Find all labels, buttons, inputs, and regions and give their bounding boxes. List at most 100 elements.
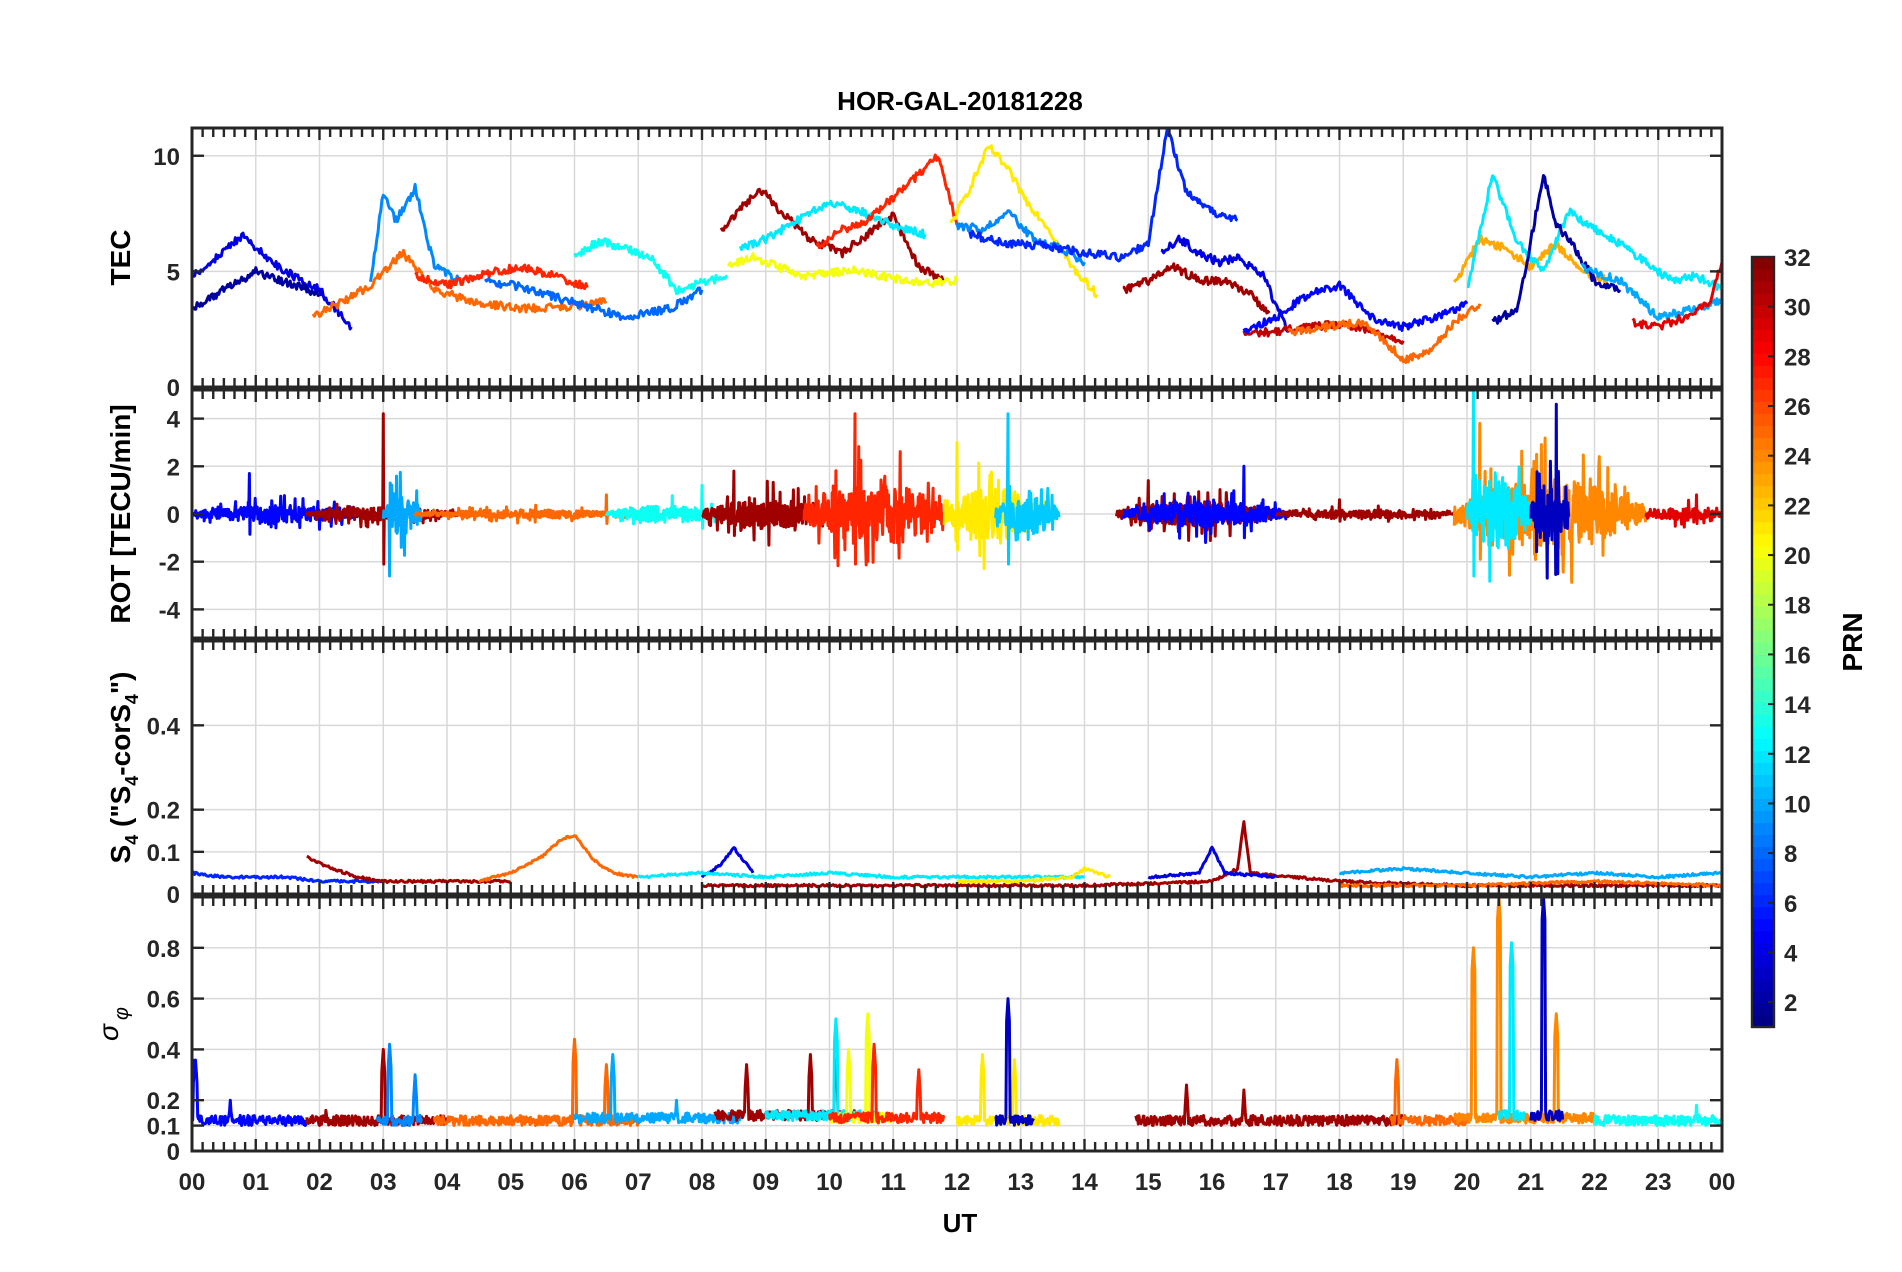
- x-tick-label: 07: [625, 1169, 652, 1196]
- series-line-prn-25: [432, 1037, 640, 1128]
- y-tick-label: 2: [167, 454, 180, 481]
- y-tick-label: 0.1: [147, 840, 180, 867]
- series-line-prn-12: [1466, 174, 1722, 292]
- series-line-prn-2: [1491, 174, 1622, 325]
- series-line-prn-31: [305, 1047, 448, 1127]
- series-line-prn-6: [968, 128, 1239, 263]
- colorbar-tick-label: 20: [1784, 543, 1811, 570]
- colorbar-band: [1752, 666, 1774, 679]
- x-tick-label: 10: [816, 1169, 843, 1196]
- y-axis-label: ROT [TECU/min]: [105, 404, 136, 623]
- colorbar-band: [1752, 485, 1774, 499]
- colorbar-band: [1752, 257, 1774, 270]
- series-line-prn-31: [1274, 498, 1456, 523]
- colorbar-band: [1752, 882, 1774, 896]
- series-line-prn-12: [1465, 390, 1533, 583]
- colorbar-band: [1752, 293, 1774, 306]
- colorbar-band: [1752, 305, 1774, 318]
- colorbar-tick-label: 26: [1784, 394, 1811, 421]
- colorbar-tick-label: 30: [1784, 295, 1811, 322]
- series-line-prn-13: [1593, 1103, 1722, 1128]
- colorbar-band: [1752, 317, 1774, 330]
- colorbar-band: [1752, 702, 1774, 715]
- colorbar-band: [1752, 858, 1774, 872]
- x-tick-label: 06: [561, 1169, 588, 1196]
- y-axis-label-part: S: [105, 845, 136, 864]
- series-line-prn-12: [738, 199, 927, 252]
- series-line-prn-10: [573, 1053, 742, 1125]
- x-tick-label: 15: [1135, 1169, 1162, 1196]
- colorbar-band: [1752, 353, 1774, 366]
- series-line-prn-5: [192, 472, 372, 536]
- colorbar-tick-label: 32: [1784, 245, 1811, 272]
- colorbar-band: [1752, 930, 1774, 944]
- series-line-prn-5: [1242, 280, 1469, 335]
- x-tick-label: 12: [944, 1169, 971, 1196]
- colorbar-band: [1752, 954, 1774, 968]
- x-tick-label: 00: [179, 1169, 206, 1196]
- colorbar-band: [1752, 894, 1774, 908]
- series-line-prn-9: [955, 209, 1086, 267]
- y-tick-label: -2: [159, 550, 180, 577]
- colorbar-band: [1752, 425, 1774, 439]
- series-group: [192, 128, 1722, 364]
- series-line-prn-31: [719, 187, 945, 283]
- x-tick-label: 08: [689, 1169, 716, 1196]
- y-axis-label-part: 4: [122, 694, 142, 704]
- x-tick-label: 14: [1071, 1169, 1098, 1196]
- series-line-prn-27: [828, 1042, 946, 1125]
- colorbar-band: [1752, 642, 1774, 655]
- colorbar-band: [1752, 269, 1774, 282]
- colorbar-band: [1752, 473, 1774, 487]
- series-line-prn-25: [413, 493, 640, 525]
- y-axis-label-part: φ: [111, 1007, 133, 1020]
- x-tick-label: 03: [370, 1169, 397, 1196]
- y-axis-label-part: σ: [93, 1023, 124, 1041]
- panel-2: -4 -2 0 2 4 ROT [TECU/min]: [105, 388, 1724, 640]
- series-line-prn-4: [1160, 234, 1289, 333]
- figure-title: HOR-GAL-20181228: [837, 86, 1083, 116]
- colorbar-band: [1752, 990, 1774, 1004]
- series-line-prn-2: [192, 266, 321, 311]
- colorbar-band: [1752, 521, 1774, 535]
- colorbar-tick-label: 28: [1784, 344, 1811, 371]
- y-tick-label: 10: [153, 144, 180, 171]
- series-line-prn-21: [955, 1053, 1061, 1127]
- colorbar-band: [1752, 978, 1774, 992]
- colorbar-band: [1752, 509, 1774, 523]
- panel-4: 00.10.2 0.4 0.6 0.8 σφ: [93, 895, 1724, 1166]
- grid: [191, 897, 1723, 1152]
- series-line-prn-12: [1497, 941, 1526, 1122]
- y-tick-label: -4: [159, 597, 181, 624]
- colorbar-band: [1752, 786, 1774, 800]
- series-line-prn-3: [1529, 897, 1565, 1122]
- x-tick-label: 05: [497, 1169, 524, 1196]
- colorbar-tick-label: 4: [1784, 940, 1798, 967]
- series-line-prn-5: [1121, 464, 1290, 544]
- colorbar-band: [1752, 401, 1774, 415]
- series-line-prn-29: [1631, 261, 1722, 331]
- colorbar-tick-label: 12: [1784, 742, 1811, 769]
- y-axis-label-part: ("S: [105, 786, 136, 835]
- y-tick-label: 0.2: [147, 798, 180, 825]
- series-line-prn-4: [700, 846, 755, 879]
- colorbar-band: [1752, 377, 1774, 390]
- colorbar-band: [1752, 281, 1774, 294]
- colorbar-band: [1752, 569, 1774, 583]
- colorbar-frame: [1750, 255, 1776, 1029]
- colorbar-band: [1752, 341, 1774, 354]
- y-ticks: 0 5 10: [153, 144, 1722, 402]
- series-line-prn-4: [192, 231, 353, 331]
- x-tick-label: 17: [1262, 1169, 1289, 1196]
- colorbar-band: [1752, 545, 1774, 559]
- y-axis-label: σφ: [93, 1007, 133, 1041]
- x-tick-label: 00: [1709, 1169, 1736, 1196]
- colorbar-band: [1752, 774, 1774, 787]
- x-tick-label: 18: [1326, 1169, 1353, 1196]
- colorbar-band: [1752, 762, 1774, 775]
- colorbar-band: [1752, 437, 1774, 451]
- series-line-prn-4: [1147, 845, 1277, 880]
